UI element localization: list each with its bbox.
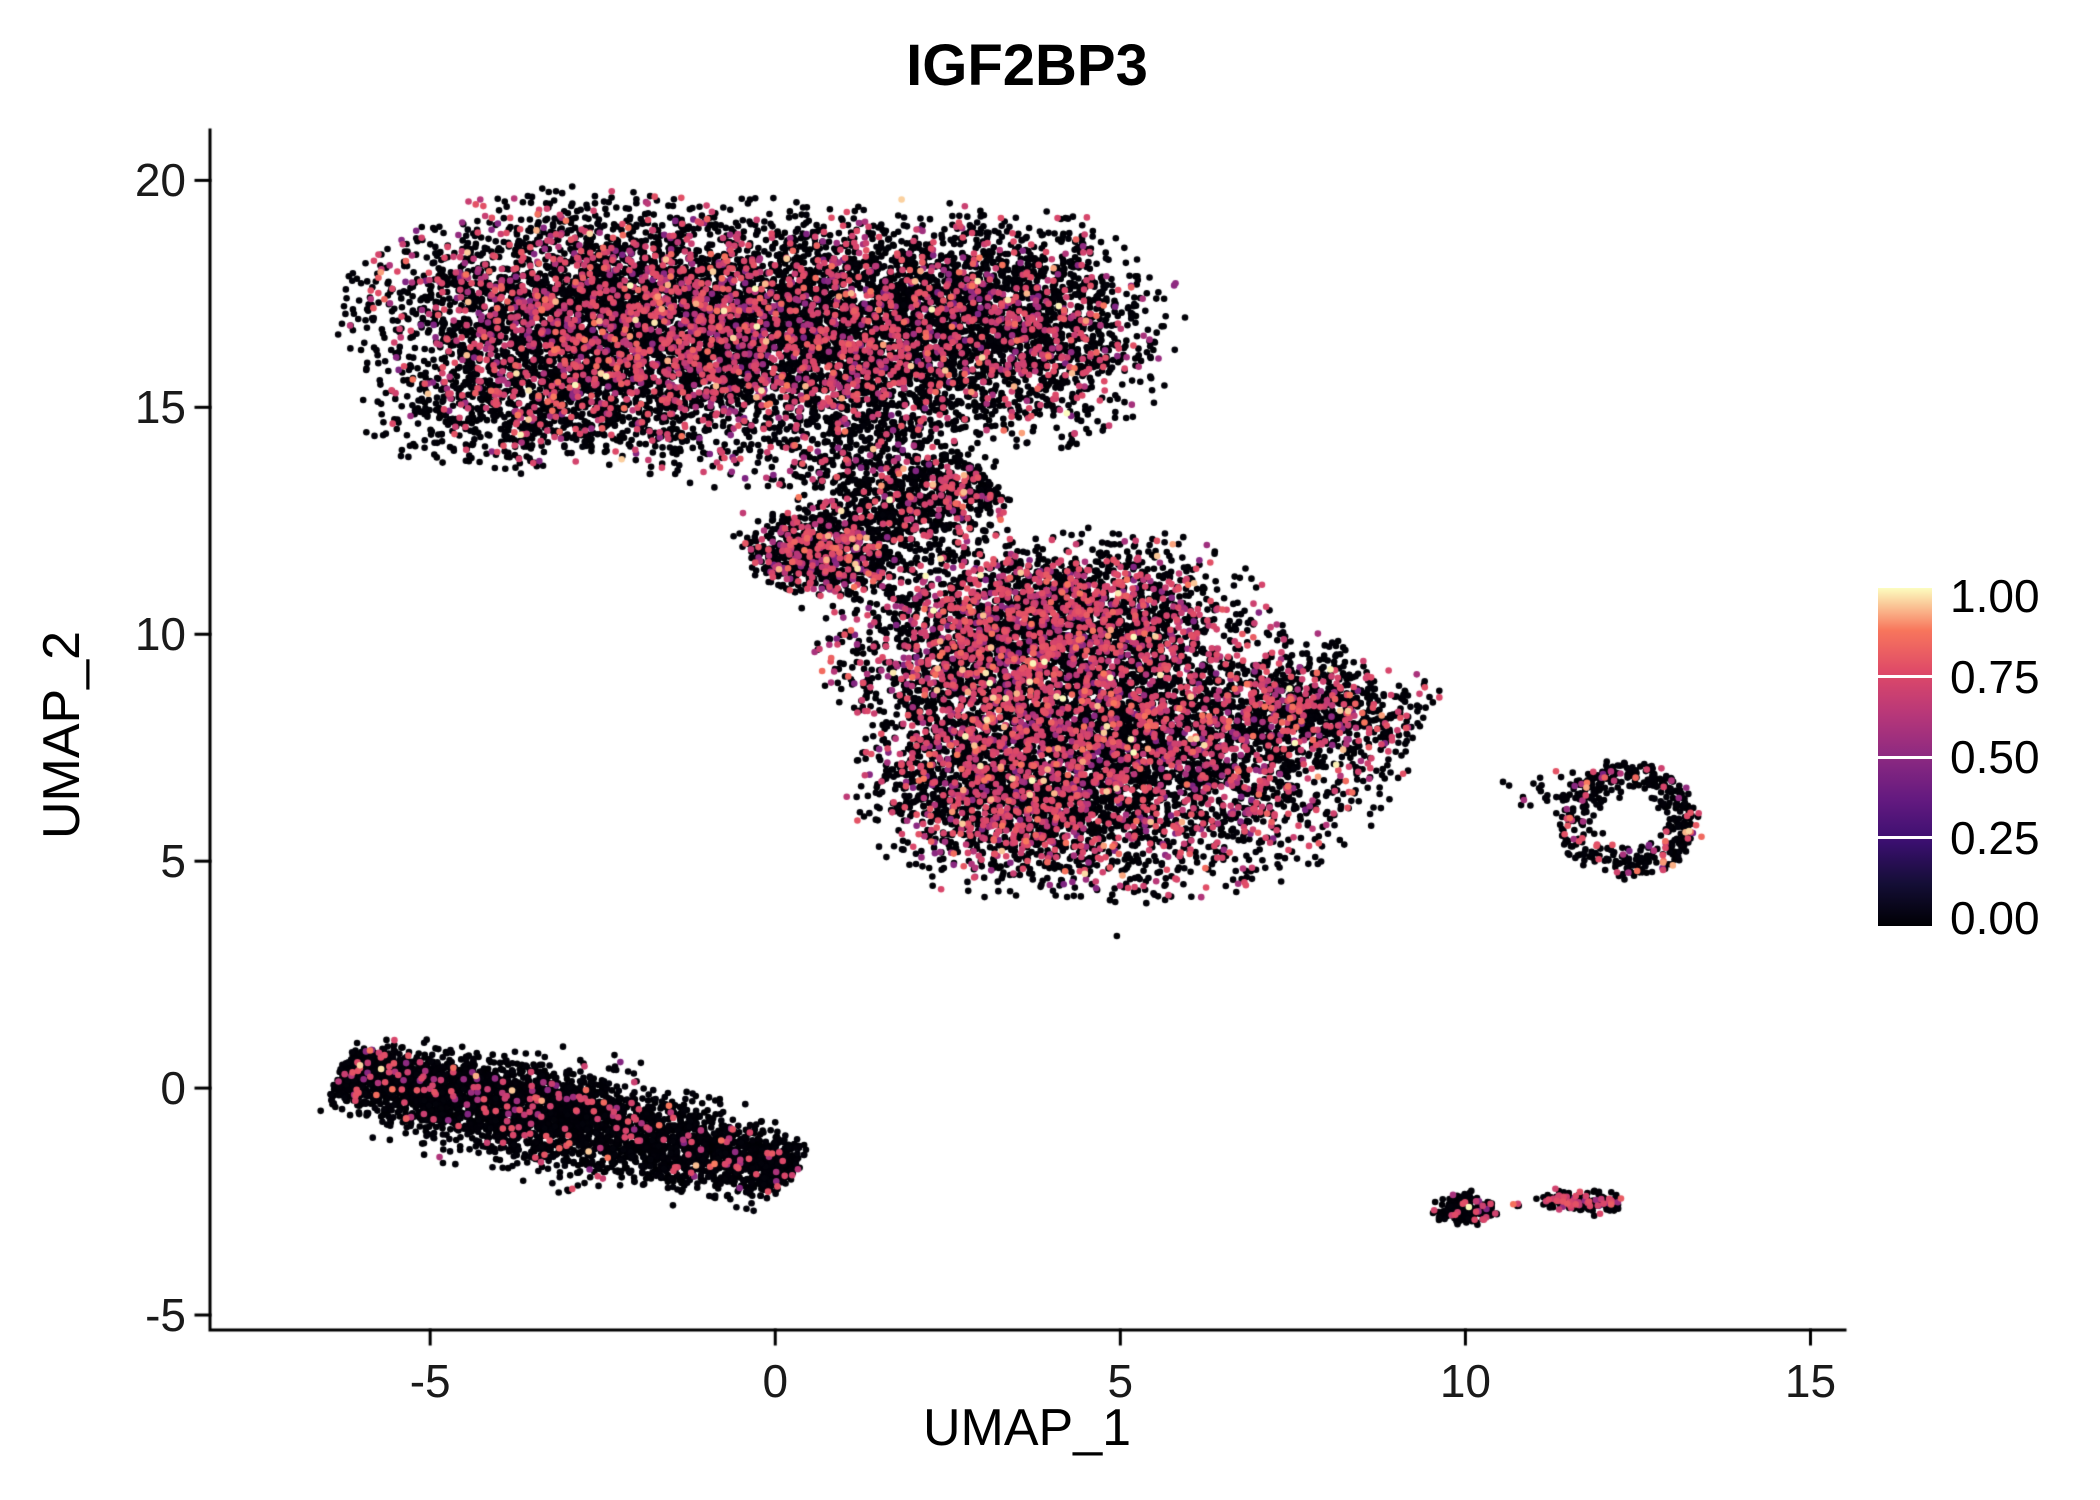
colorbar-label-0.25: 0.25 <box>1950 811 2040 864</box>
x-axis-label: UMAP_1 <box>922 1399 1132 1457</box>
plot-title: IGF2BP3 <box>906 33 1148 98</box>
y-tick-label-20: 20 <box>134 154 186 207</box>
colorbar-label-0.00: 0.00 <box>1950 892 2040 944</box>
colorbar-tick <box>1878 675 1932 678</box>
colorbar-tick <box>1878 755 1932 759</box>
y-axis-label: UMAP_2 <box>33 630 91 840</box>
colorbar-label-0.50: 0.50 <box>1950 731 2040 783</box>
colorbar-tick <box>1878 836 1932 839</box>
x-tick-label-10: 10 <box>1439 1355 1491 1407</box>
y-tick-label-0: 0 <box>160 1062 186 1115</box>
colorbar-label-1.00: 1.00 <box>1950 570 2040 622</box>
x-tick-label-0: 0 <box>762 1355 789 1407</box>
y-tick-label--5: -5 <box>145 1289 186 1342</box>
y-tick-label-15: 15 <box>134 381 186 434</box>
y-tick-label-5: 5 <box>160 835 186 888</box>
x-tick-label--5: -5 <box>409 1355 451 1407</box>
x-tick-label-5: 5 <box>1107 1355 1134 1407</box>
expression-colorbar <box>1878 588 1932 926</box>
x-tick-label-15: 15 <box>1784 1355 1837 1407</box>
y-tick-label-10: 10 <box>134 608 186 661</box>
colorbar-label-0.75: 0.75 <box>1950 650 2040 703</box>
